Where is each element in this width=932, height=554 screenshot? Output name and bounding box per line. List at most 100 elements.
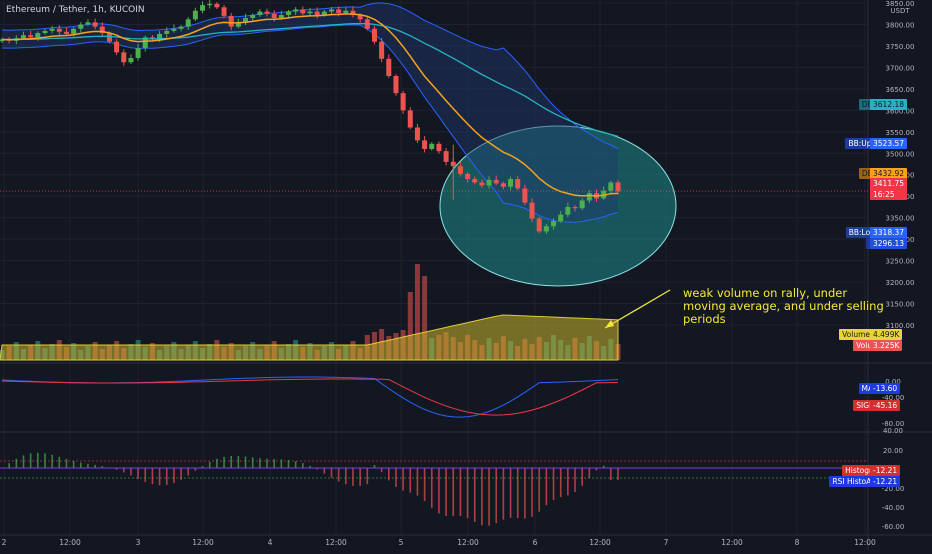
histo-bar [359, 468, 361, 486]
histo-bar [553, 468, 555, 500]
histo-bar [481, 468, 483, 525]
candle-body [530, 203, 535, 219]
bb-upper-label-value: 3523.57 [870, 138, 907, 149]
candle-body [465, 174, 470, 179]
candle-body [128, 58, 133, 62]
histo-bar [617, 468, 619, 480]
candle-body [35, 33, 40, 37]
histo-bar [23, 455, 25, 468]
candle-body [501, 183, 506, 186]
candle-body [551, 221, 556, 226]
time-tick-label: 2 [2, 538, 7, 547]
candle-body [293, 9, 298, 11]
candle-body [107, 33, 112, 42]
low-label-value: 3296.13 [870, 238, 907, 249]
volume-ma-area [0, 315, 618, 360]
histo-bar [238, 456, 240, 468]
candle-body [372, 29, 377, 42]
time-tick-label: 7 [664, 538, 669, 547]
candle-body [336, 9, 341, 12]
price-tick-label: 3700.00 [886, 64, 915, 72]
price-tick-label: 3250.00 [886, 258, 915, 266]
candle-body [429, 144, 434, 149]
candle-body [436, 144, 441, 151]
histo-bar [166, 468, 168, 485]
candle-body [286, 12, 291, 15]
signal-line [2, 379, 618, 415]
rsi-histo-label-value: -12.21 [870, 476, 900, 487]
histo-bar [510, 468, 512, 518]
histo-bar [324, 468, 326, 473]
time-tick-label: 12:00 [589, 538, 611, 547]
candle-body [308, 12, 313, 14]
histo-bar [281, 459, 283, 468]
candle-body [265, 12, 270, 14]
histo-bar [130, 468, 132, 476]
price-tick-label: 3150.00 [886, 301, 915, 309]
candle-body [587, 193, 592, 200]
candle-body [121, 52, 126, 62]
candle-body [401, 93, 406, 110]
time-tick-label: 12:00 [721, 538, 743, 547]
histo-bar [531, 468, 533, 517]
candle-body [171, 29, 176, 31]
histo-bar [589, 468, 591, 478]
candle-body [422, 140, 427, 149]
price-tick-label: 3550.00 [886, 129, 915, 137]
dema-cyan-label-value: 3612.18 [870, 99, 907, 110]
candle-body [164, 31, 169, 34]
price-tick-label: 3350.00 [886, 215, 915, 223]
histo-bar [30, 453, 32, 468]
candle-body [616, 182, 621, 191]
candle-body [415, 128, 420, 141]
histo-bar [574, 468, 576, 492]
time-tick-label: 6 [533, 538, 538, 547]
time-tick-label: 4 [268, 538, 273, 547]
histo-tick-label: 20.00 [883, 447, 903, 455]
histo-bar [517, 468, 519, 518]
histo-bar [51, 455, 53, 468]
candle-body [343, 11, 348, 13]
histo-bar [259, 458, 261, 468]
candle-body [515, 179, 520, 188]
histo-bar [367, 468, 369, 484]
histo-bar [223, 457, 225, 468]
candle-body [114, 42, 119, 53]
histo-bar [402, 468, 404, 491]
histo-bar [388, 468, 390, 480]
candle-body [522, 188, 527, 202]
histo-bar [546, 468, 548, 505]
candle-body [136, 48, 141, 58]
histo-bar [123, 468, 125, 472]
candle-body [458, 166, 463, 174]
histo-bar [581, 468, 583, 486]
histo-bar [37, 453, 39, 468]
candle-body [300, 9, 305, 13]
candle-body [580, 200, 585, 208]
histo-bar [66, 459, 68, 468]
histo-bar [59, 457, 61, 468]
candle-body [329, 9, 334, 11]
histo-bar [331, 468, 333, 478]
candle-body [186, 19, 191, 26]
histo-bar [273, 459, 275, 468]
candle-body [315, 12, 320, 15]
candle-body [487, 180, 492, 186]
histo-bar [409, 468, 411, 493]
histo-bar [230, 456, 232, 468]
histo-bar [610, 468, 612, 480]
time-tick-label: 12:00 [59, 538, 81, 547]
candle-body [408, 110, 413, 127]
histo-bar [417, 468, 419, 496]
candle-body [257, 12, 262, 15]
histo-bar [495, 468, 497, 523]
candle-body [78, 24, 83, 28]
histo-bar [431, 468, 433, 508]
histo-bar [474, 468, 476, 522]
candle-body [508, 179, 513, 187]
histo-bar [538, 468, 540, 512]
time-tick-label: 8 [795, 538, 800, 547]
